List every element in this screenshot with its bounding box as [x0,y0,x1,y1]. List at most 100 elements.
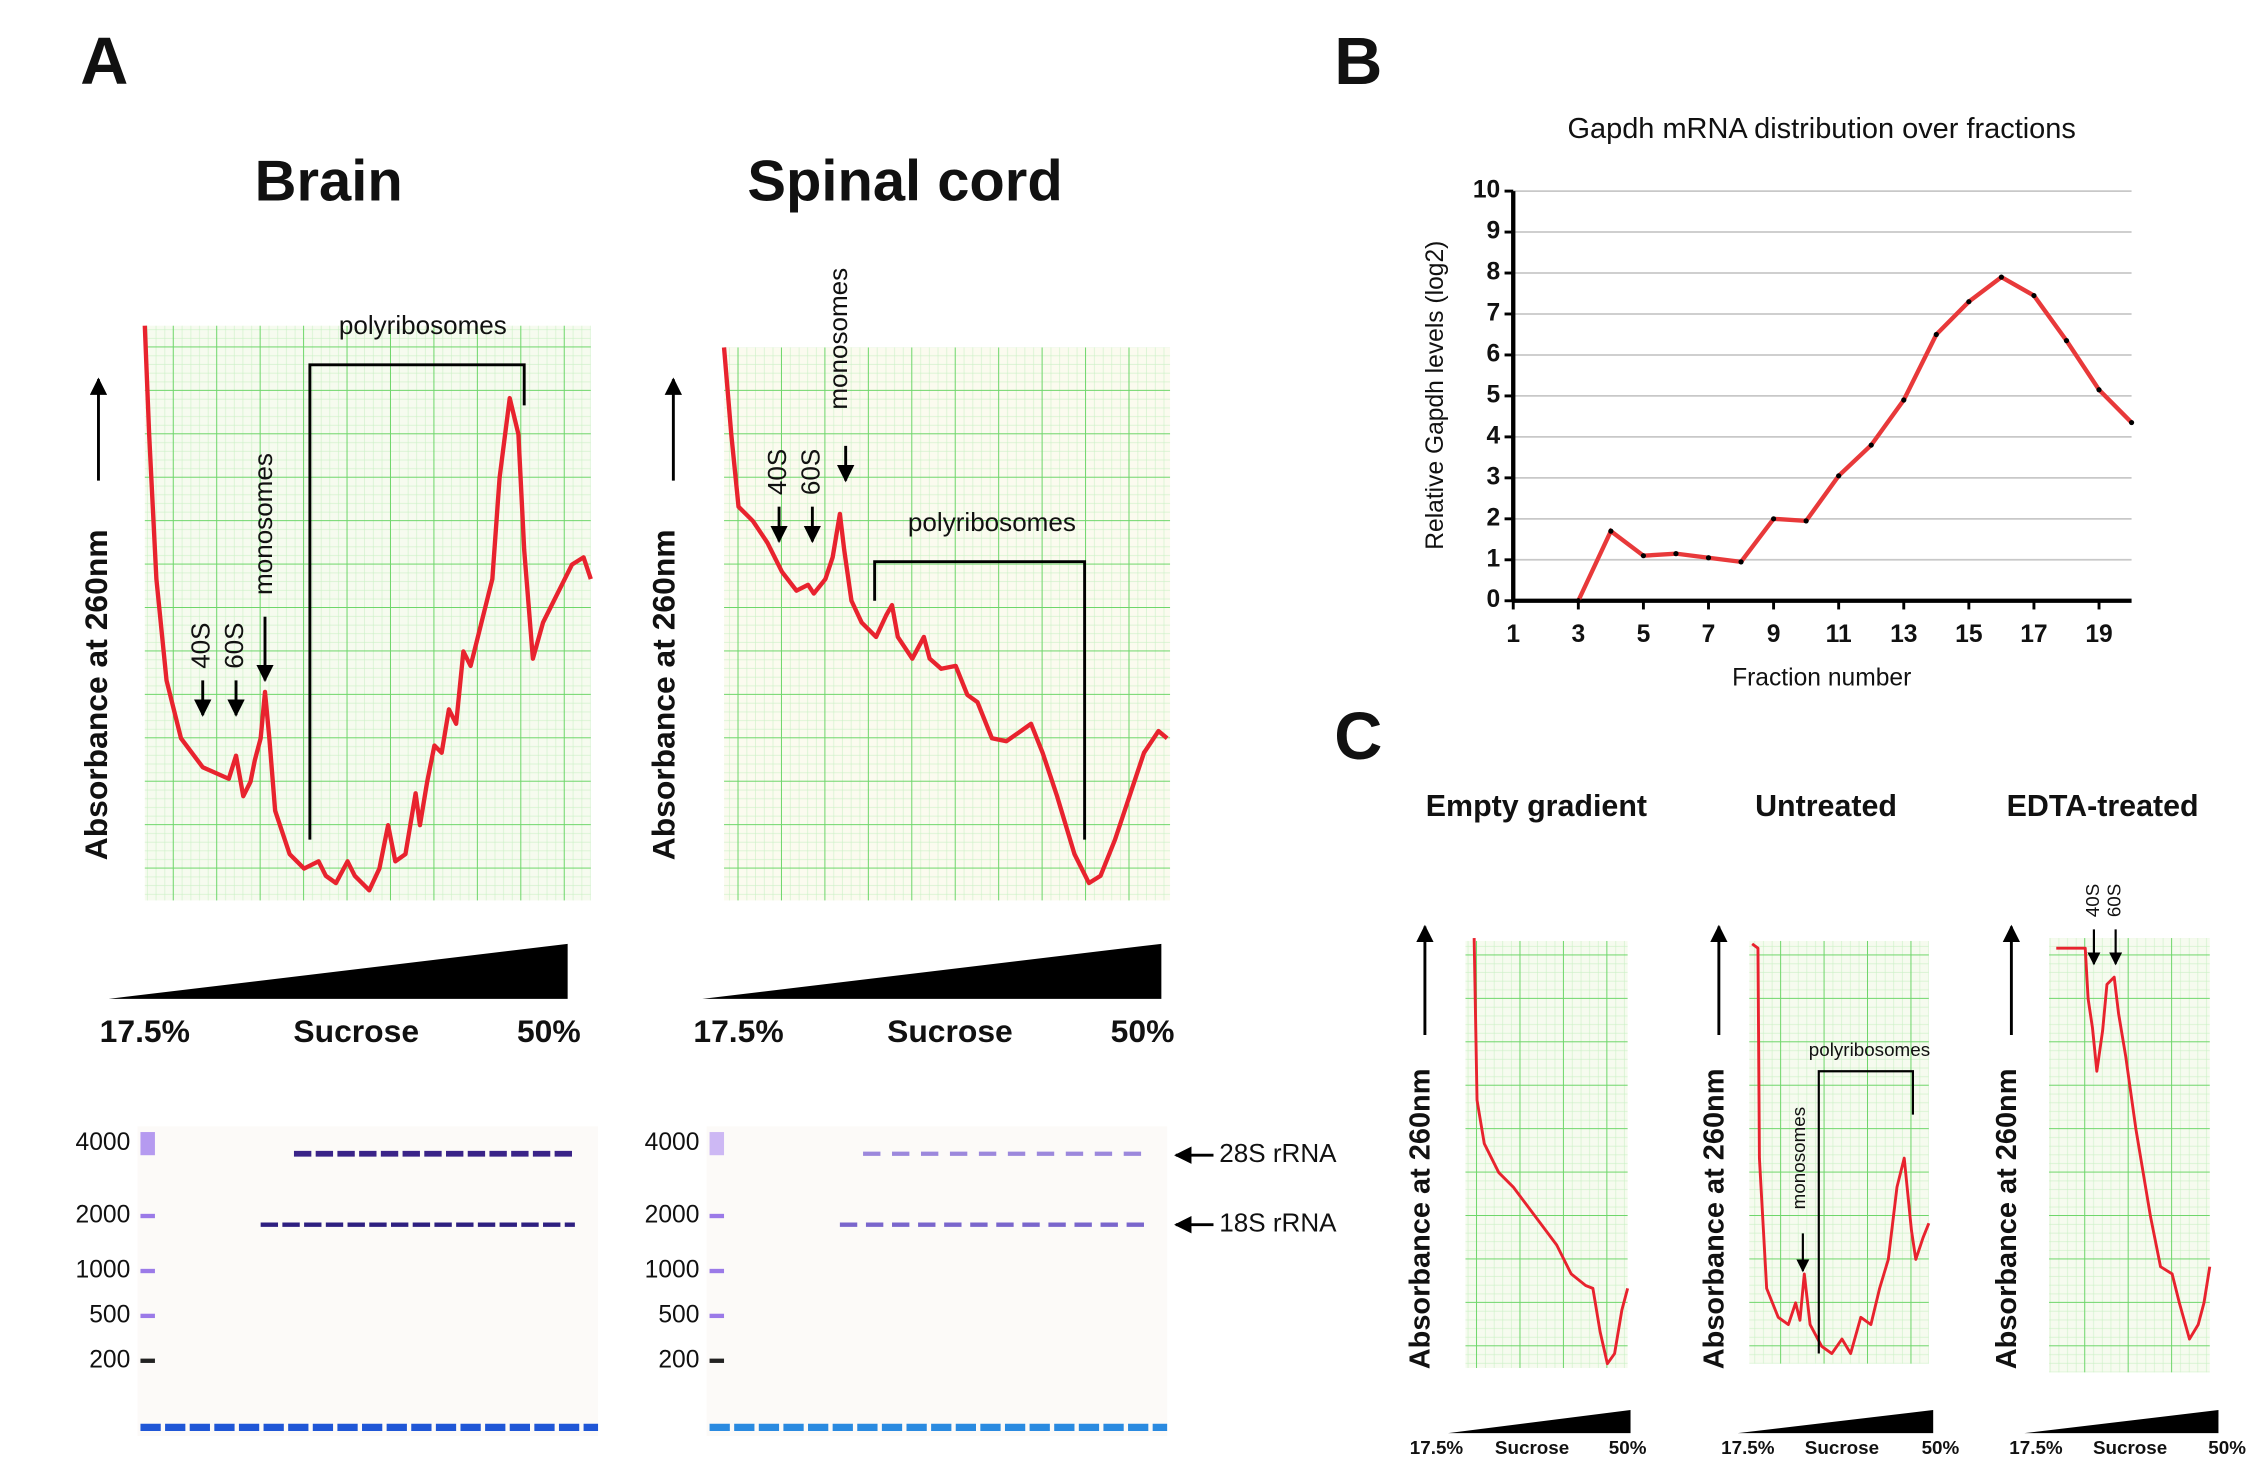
gels: 28S rRNA 18S rRNA 4000 4000 2000 2000 1000 10… [76,1126,1337,1437]
data-point [1803,518,1809,524]
ladder-label: 2000 [76,1202,131,1229]
gradient-wedge [702,943,1162,999]
gradient-label: Sucrose [887,1013,1013,1049]
data-point [1933,331,1939,338]
y-axis-label: Relative Gapdh levels (log2) [1422,241,1449,550]
gradient-wedge [1737,1409,1934,1434]
spinal-profile: polyribosomes 40S 60S monosomes Absorban… [646,268,1171,901]
data-point [1738,559,1744,565]
gradient-label: 50% [1609,1437,1647,1458]
gradient-label: Sucrose [1495,1437,1569,1458]
data-point [1673,551,1679,557]
panel-label: C [1334,700,1382,774]
gradient-label: 17.5% [100,1013,190,1049]
x-axis-label: Fraction number [1732,664,1911,691]
data-point [2031,292,2037,299]
absorbance-trace [2056,946,2212,1341]
peak-label: 40S [762,449,792,495]
y-tick-label: 10 [1473,177,1500,204]
peak-label: 60S [2104,884,2125,917]
data-point [2096,387,2102,393]
bracket [1817,1070,1914,1354]
gradient-label: 50% [1111,1013,1175,1049]
gradient-label: Sucrose [293,1013,419,1049]
gradient-label: 17.5% [693,1013,783,1049]
y-tick-label: 6 [1487,340,1501,367]
peak-label: 60S [219,622,249,668]
x-tick-label: 13 [1890,621,1917,648]
data-point [1575,598,1581,604]
edta-profile: 40S 60S [2049,884,2212,1373]
data-point [1705,555,1712,561]
peak-label: 40S [186,622,216,668]
chart-paper [724,347,1171,901]
bracket [308,363,526,840]
y-axis-label: Absorbance at 260nm [1699,1069,1731,1370]
data-point [1868,442,1874,448]
x-tick-label: 9 [1767,621,1781,648]
absorbance-trace [142,325,593,893]
panel-title: Spinal cord [747,150,1062,214]
gradient-label: 50% [2208,1437,2246,1458]
y-tick-label: 5 [1487,381,1501,408]
gradient-label: 50% [517,1013,581,1049]
gradient-wedge [108,943,568,999]
y-tick-label: 4 [1487,422,1501,449]
data-point [1836,473,1842,479]
y-tick-label: 0 [1487,586,1501,613]
y-axis-label: Absorbance at 260nm [1991,1069,2023,1370]
gel [137,1126,599,1437]
chart-paper [144,325,591,901]
absorbance-trace [721,347,1169,886]
y-tick-label: 3 [1487,463,1501,490]
gradient-label: 17.5% [1410,1437,1464,1458]
gradient-label: 17.5% [2009,1437,2063,1458]
data-point [1770,516,1777,522]
chart-paper [2049,938,2210,1373]
panel-label: B [1334,25,1382,99]
band-label: 18S rRNA [1219,1208,1337,1238]
ladder-label: 1000 [76,1257,131,1284]
data-point [2128,419,2135,426]
peak-label: polyribosomes [1809,1039,1930,1060]
ladder-label: 4000 [76,1129,131,1156]
ladder-label: 500 [658,1301,699,1328]
y-tick-label: 7 [1487,299,1501,326]
gradient-label: 50% [1922,1437,1960,1458]
peak-label: monosomes [1788,1107,1809,1209]
ladder-band [709,1132,725,1156]
x-tick-label: 1 [1506,621,1520,648]
peak-label: 40S [2082,884,2103,917]
y-axis-label: Absorbance at 260nm [78,529,114,860]
x-tick-label: 15 [1955,621,1982,648]
peak-label: 60S [795,449,825,495]
gradient-label: Sucrose [1805,1437,1879,1458]
gradient-wedge [1448,1409,1631,1434]
data-point [1966,299,1972,305]
peak-label: monosomes [248,453,278,595]
peak-label: polyribosomes [339,310,507,340]
peak-label: monosomes [823,268,853,410]
panel-title: EDTA-treated [2007,789,2199,823]
x-tick-label: 19 [2085,621,2112,648]
ladder-label: 200 [658,1346,699,1373]
y-axis-label: Absorbance at 260nm [646,529,682,860]
ladder-label: 1000 [645,1257,700,1284]
panel-title: Empty gradient [1426,789,1647,823]
gradient-label: Sucrose [2093,1437,2167,1458]
c-axes: Absorbance at 260nm 17.5% Sucrose 50% Absorb… [1405,924,2246,1458]
y-tick-label: 2 [1487,504,1501,531]
data-line [1576,274,2134,602]
x-tick-label: 5 [1637,621,1651,648]
panel-title: Brain [255,150,403,214]
data-point [1608,528,1614,534]
untreated-profile: polyribosomes monosomes [1749,940,1931,1364]
gradient-label: 17.5% [1721,1437,1775,1458]
ladder-label: 4000 [645,1129,700,1156]
ladder-label: 500 [89,1301,130,1328]
absorbance-trace [1751,942,1931,1355]
bracket [873,560,1087,840]
x-tick-label: 11 [1826,621,1852,648]
data-point [2063,338,2070,344]
x-tick-label: 7 [1702,621,1716,648]
